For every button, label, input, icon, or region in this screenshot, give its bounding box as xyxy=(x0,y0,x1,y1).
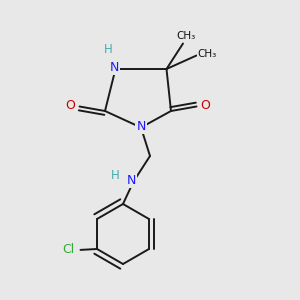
Text: N: N xyxy=(126,173,136,187)
Text: O: O xyxy=(66,99,75,112)
Text: N: N xyxy=(109,61,119,74)
Text: H: H xyxy=(103,43,112,56)
Text: CH₃: CH₃ xyxy=(197,49,217,59)
Text: N: N xyxy=(136,119,146,133)
Text: H: H xyxy=(111,169,120,182)
Text: O: O xyxy=(201,99,210,112)
Text: CH₃: CH₃ xyxy=(176,31,196,41)
Text: Cl: Cl xyxy=(62,243,75,256)
